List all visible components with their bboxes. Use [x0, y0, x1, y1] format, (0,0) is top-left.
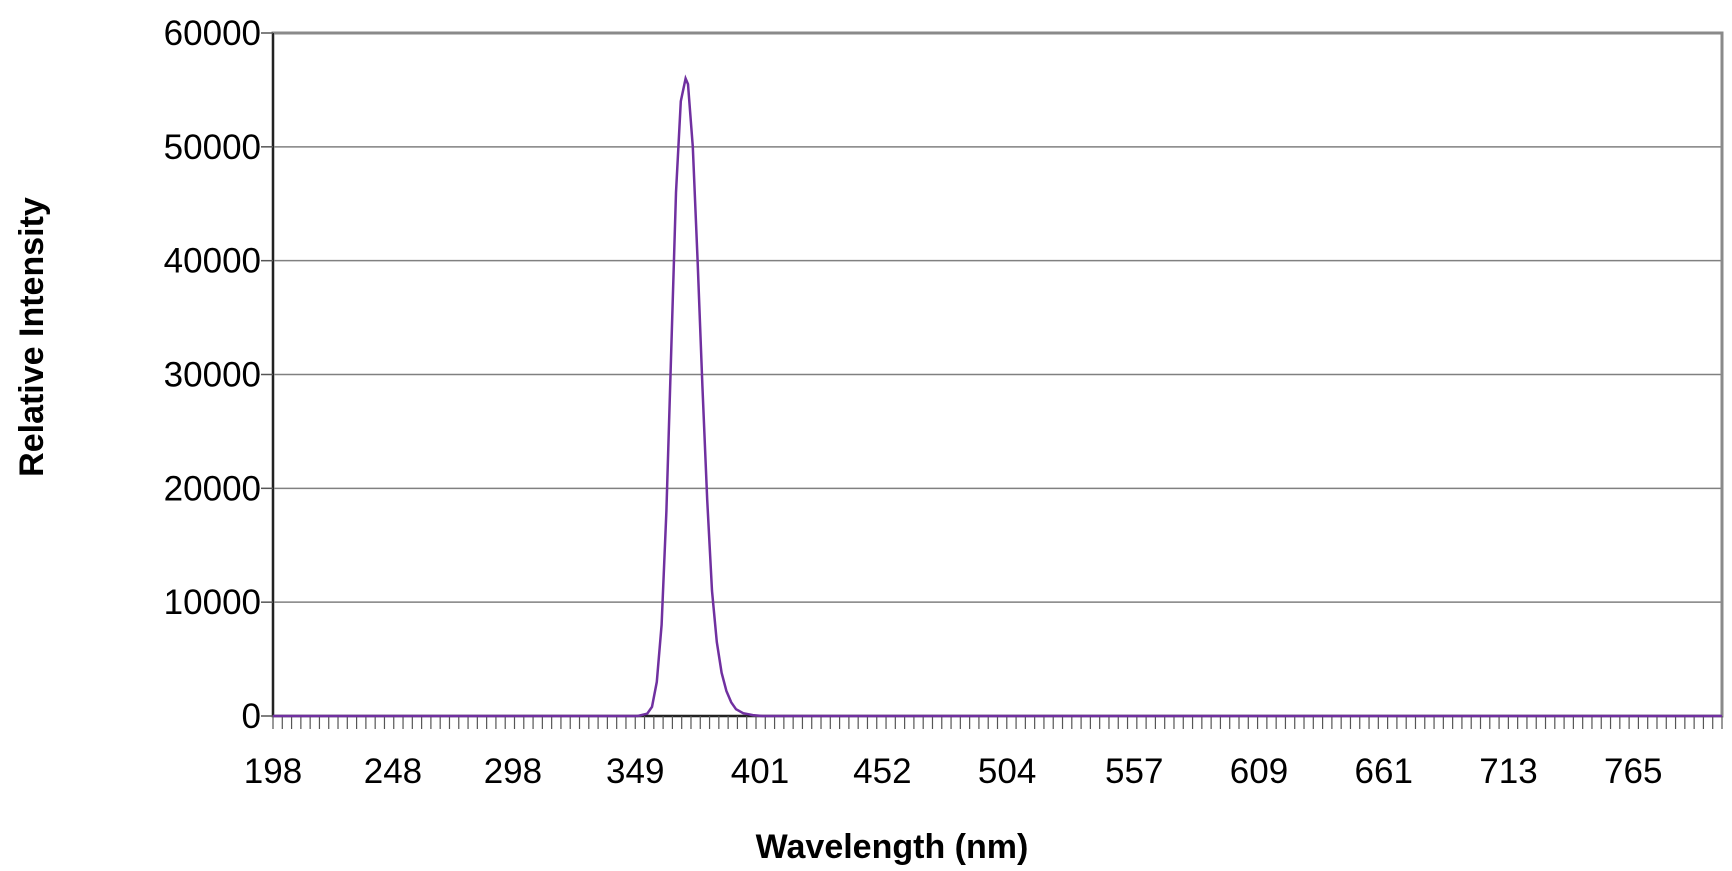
y-tick-label: 20000	[164, 469, 261, 508]
x-tick-label: 713	[1479, 752, 1537, 791]
gridlines	[273, 146, 1722, 603]
x-tick-label: 557	[1105, 752, 1163, 791]
x-tick-label: 765	[1604, 752, 1662, 791]
x-axis-title: Wavelength (nm)	[756, 828, 1029, 866]
x-tick-label: 401	[731, 752, 789, 791]
x-tick-label: 349	[606, 752, 664, 791]
y-tick-label: 30000	[164, 356, 261, 395]
x-tick-label: 609	[1230, 752, 1288, 791]
x-tick-label: 661	[1355, 752, 1413, 791]
x-axis-ticks: 198 248 298 349 401 452 504 557 609 661 713 765	[244, 716, 1723, 791]
y-axis-title: Relative Intensity	[13, 197, 51, 477]
x-tick-label: 198	[244, 752, 302, 791]
x-tick-label: 504	[978, 752, 1036, 791]
x-tick-label: 298	[484, 752, 542, 791]
y-tick-label: 60000	[164, 14, 261, 53]
y-tick-label: 0	[242, 697, 261, 736]
x-tick-label: 452	[853, 752, 911, 791]
series-line	[273, 74, 1722, 718]
x-tick-label: 248	[364, 752, 422, 791]
y-axis-ticks: 0 10000 20000 30000 40000 50000 60000	[164, 14, 273, 736]
y-tick-label: 50000	[164, 128, 261, 167]
y-tick-label: 10000	[164, 583, 261, 622]
y-tick-label: 40000	[164, 242, 261, 281]
